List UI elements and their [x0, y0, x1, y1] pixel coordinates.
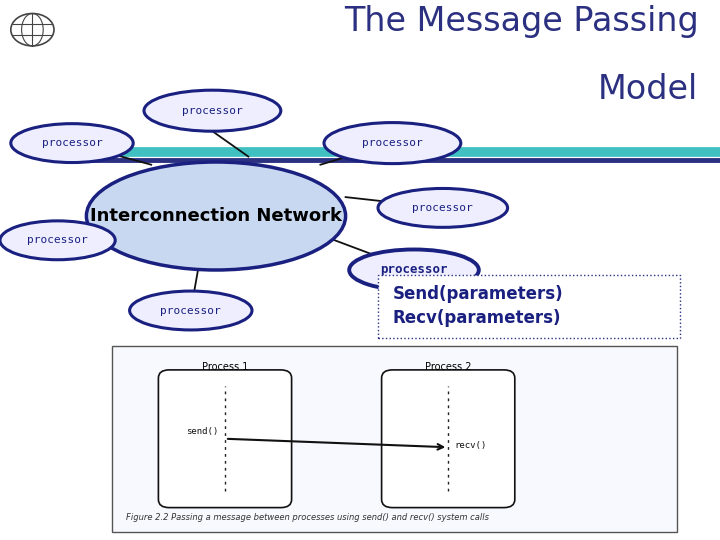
Ellipse shape	[144, 90, 281, 131]
Text: processor: processor	[182, 106, 243, 116]
FancyBboxPatch shape	[112, 346, 677, 532]
Text: The Message Passing: The Message Passing	[343, 5, 698, 38]
Ellipse shape	[349, 249, 479, 291]
FancyBboxPatch shape	[382, 370, 515, 508]
Ellipse shape	[86, 162, 346, 270]
Text: processor: processor	[42, 138, 102, 148]
FancyBboxPatch shape	[158, 370, 292, 508]
Ellipse shape	[324, 123, 461, 164]
Text: processor: processor	[413, 203, 473, 213]
Ellipse shape	[0, 221, 115, 260]
Text: processor: processor	[27, 235, 88, 245]
Text: Process 1: Process 1	[202, 361, 248, 372]
Text: processor: processor	[380, 264, 448, 276]
Text: Process 2: Process 2	[425, 361, 472, 372]
Ellipse shape	[378, 188, 508, 227]
Ellipse shape	[11, 124, 133, 163]
Text: Figure 2.2 Passing a message between processes using send() and recv() system ca: Figure 2.2 Passing a message between pro…	[126, 513, 489, 522]
FancyBboxPatch shape	[378, 275, 680, 338]
Text: processor: processor	[161, 306, 221, 315]
Ellipse shape	[130, 291, 252, 330]
Text: Model: Model	[598, 73, 698, 106]
Text: send(): send()	[186, 427, 217, 435]
Text: Recv(parameters): Recv(parameters)	[392, 309, 561, 327]
Text: Send(parameters): Send(parameters)	[392, 285, 563, 303]
Text: Interconnection Network: Interconnection Network	[90, 207, 342, 225]
Text: processor: processor	[362, 138, 423, 148]
Text: recv(): recv()	[454, 441, 486, 450]
